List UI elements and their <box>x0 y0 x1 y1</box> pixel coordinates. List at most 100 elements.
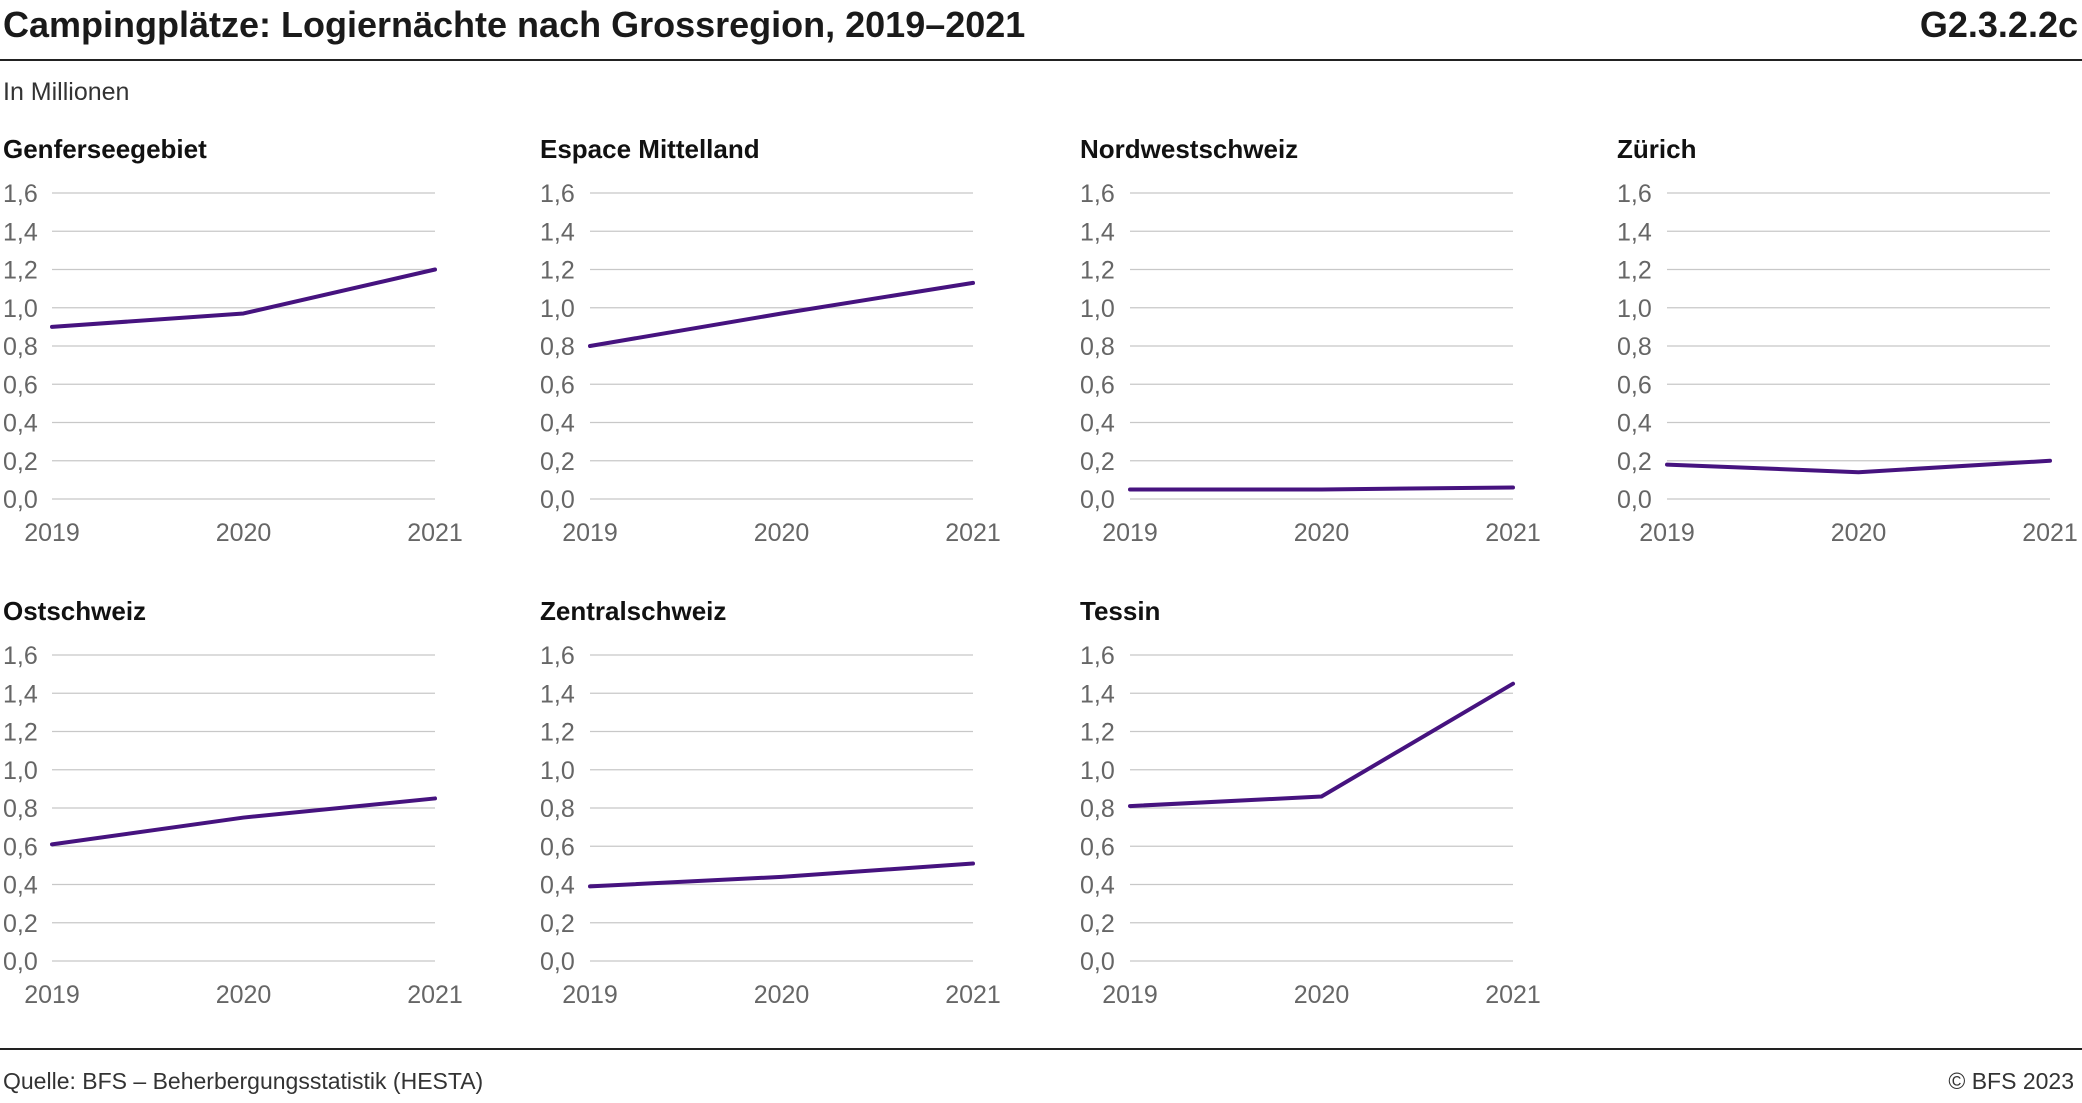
panel-title: Espace Mittelland <box>540 134 760 164</box>
chart-panel: Zentralschweiz 0,0 0,2 0,4 0,6 0,8 1,0 1,2 1,4 1,… <box>540 596 1001 1009</box>
y-tick-label: 1,4 <box>1080 680 1115 708</box>
y-tick-label: 1,2 <box>3 719 38 747</box>
y-tick-label: 0,0 <box>3 948 38 976</box>
y-tick-label: 0,6 <box>1080 833 1115 861</box>
y-tick-label: 1,6 <box>1080 180 1115 208</box>
series-line <box>1665 458 2052 475</box>
y-tick-label: 1,6 <box>540 180 575 208</box>
y-tick-label: 1,6 <box>1080 642 1115 670</box>
y-tick-label: 0,2 <box>540 448 575 476</box>
x-tick-label: 2020 <box>216 981 272 1009</box>
y-tick-label: 0,0 <box>540 948 575 976</box>
y-tick-label: 1,4 <box>540 218 575 246</box>
source-note: Quelle: BFS – Beherbergungsstatistik (HE… <box>3 1068 484 1094</box>
x-tick-label: 2020 <box>216 519 272 547</box>
x-tick-label: 2019 <box>1102 981 1158 1009</box>
y-tick-label: 0,8 <box>540 333 575 361</box>
y-tick-label: 0,8 <box>540 795 575 823</box>
y-tick-label: 1,6 <box>540 642 575 670</box>
chart-panel: Nordwestschweiz 0,0 0,2 0,4 0,6 0,8 1,0 1,2 1,4 1… <box>1080 134 1541 547</box>
unit-label: In Millionen <box>3 78 130 106</box>
y-tick-label: 0,8 <box>1080 795 1115 823</box>
chart-header: Campingplätze: Logiernächte nach Grossre… <box>0 0 2082 62</box>
x-tick-label: 2020 <box>1294 519 1350 547</box>
y-tick-label: 1,6 <box>3 642 38 670</box>
y-tick-label: 1,2 <box>1617 257 1652 285</box>
y-tick-label: 1,0 <box>540 295 575 323</box>
y-tick-label: 1,6 <box>1617 180 1652 208</box>
copyright-note: © BFS 2023 <box>1948 1068 2074 1094</box>
y-tick-label: 0,2 <box>1080 910 1115 938</box>
x-tick-label: 2021 <box>2022 519 2078 547</box>
y-tick-label: 0,4 <box>540 872 575 900</box>
chart-title: Campingplätze: Logiernächte nach Grossre… <box>3 4 1026 45</box>
x-tick-label: 2020 <box>754 519 810 547</box>
y-tick-label: 1,4 <box>3 680 38 708</box>
chart-code: G2.3.2.2c <box>1919 4 2078 45</box>
x-tick-label: 2021 <box>407 519 463 547</box>
chart-panel: Zürich 0,0 0,2 0,4 0,6 0,8 1,0 1,2 1,4 1,6 2019 202… <box>1617 134 2078 547</box>
x-tick-label: 2020 <box>1294 981 1350 1009</box>
y-tick-label: 0,6 <box>540 833 575 861</box>
y-tick-label: 1,0 <box>3 295 38 323</box>
y-tick-label: 0,2 <box>3 910 38 938</box>
y-tick-label: 0,6 <box>1080 371 1115 399</box>
chart-panel: Genferseegebiet 0,0 0,2 0,4 0,6 0,8 1,0 1,2 1,4 1… <box>3 134 463 547</box>
series-line <box>50 796 437 847</box>
y-tick-label: 0,0 <box>540 486 575 514</box>
y-tick-label: 0,8 <box>3 795 38 823</box>
series-line <box>1128 681 1515 809</box>
y-tick-label: 0,2 <box>3 448 38 476</box>
series-line <box>1128 485 1515 492</box>
y-tick-label: 1,0 <box>1617 295 1652 323</box>
y-tick-label: 0,2 <box>1617 448 1652 476</box>
y-tick-label: 1,0 <box>1080 295 1115 323</box>
y-tick-label: 0,0 <box>3 486 38 514</box>
y-tick-label: 0,6 <box>3 371 38 399</box>
y-tick-label: 0,4 <box>540 410 575 438</box>
y-tick-label: 1,2 <box>1080 719 1115 747</box>
x-tick-label: 2021 <box>407 981 463 1009</box>
x-tick-label: 2021 <box>1485 981 1541 1009</box>
y-tick-label: 0,6 <box>540 371 575 399</box>
y-tick-label: 1,0 <box>1080 757 1115 785</box>
y-tick-label: 0,0 <box>1080 948 1115 976</box>
y-tick-label: 0,8 <box>3 333 38 361</box>
panel-title: Nordwestschweiz <box>1080 134 1298 164</box>
y-tick-label: 0,8 <box>1617 333 1652 361</box>
y-tick-label: 1,4 <box>540 680 575 708</box>
y-tick-label: 1,0 <box>3 757 38 785</box>
y-tick-label: 0,4 <box>1080 410 1115 438</box>
x-tick-label: 2019 <box>562 981 618 1009</box>
y-tick-label: 1,4 <box>1617 218 1652 246</box>
x-tick-label: 2020 <box>754 981 810 1009</box>
y-tick-label: 1,4 <box>3 218 38 246</box>
y-tick-label: 0,6 <box>3 833 38 861</box>
y-tick-label: 0,0 <box>1617 486 1652 514</box>
y-tick-label: 0,4 <box>1617 410 1652 438</box>
y-tick-label: 1,2 <box>3 257 38 285</box>
panel-title: Tessin <box>1080 596 1160 626</box>
x-tick-label: 2020 <box>1831 519 1887 547</box>
x-tick-label: 2021 <box>945 519 1001 547</box>
series-line <box>50 267 437 329</box>
y-tick-label: 0,2 <box>540 910 575 938</box>
footer-rule <box>0 1048 2082 1050</box>
y-tick-label: 0,2 <box>1080 448 1115 476</box>
y-tick-label: 1,2 <box>540 257 575 285</box>
x-tick-label: 2019 <box>24 519 80 547</box>
x-tick-label: 2019 <box>1102 519 1158 547</box>
x-tick-label: 2019 <box>562 519 618 547</box>
panel-title: Genferseegebiet <box>3 134 207 164</box>
x-tick-label: 2021 <box>1485 519 1541 547</box>
y-tick-label: 0,4 <box>3 872 38 900</box>
x-tick-label: 2019 <box>1639 519 1695 547</box>
x-tick-label: 2021 <box>945 981 1001 1009</box>
chart-panel: Ostschweiz 0,0 0,2 0,4 0,6 0,8 1,0 1,2 1,4 1,6 201… <box>3 596 463 1009</box>
y-tick-label: 1,2 <box>1080 257 1115 285</box>
panel-title: Zentralschweiz <box>540 596 726 626</box>
y-tick-label: 0,6 <box>1617 371 1652 399</box>
y-tick-label: 1,2 <box>540 719 575 747</box>
y-tick-label: 0,8 <box>1080 333 1115 361</box>
